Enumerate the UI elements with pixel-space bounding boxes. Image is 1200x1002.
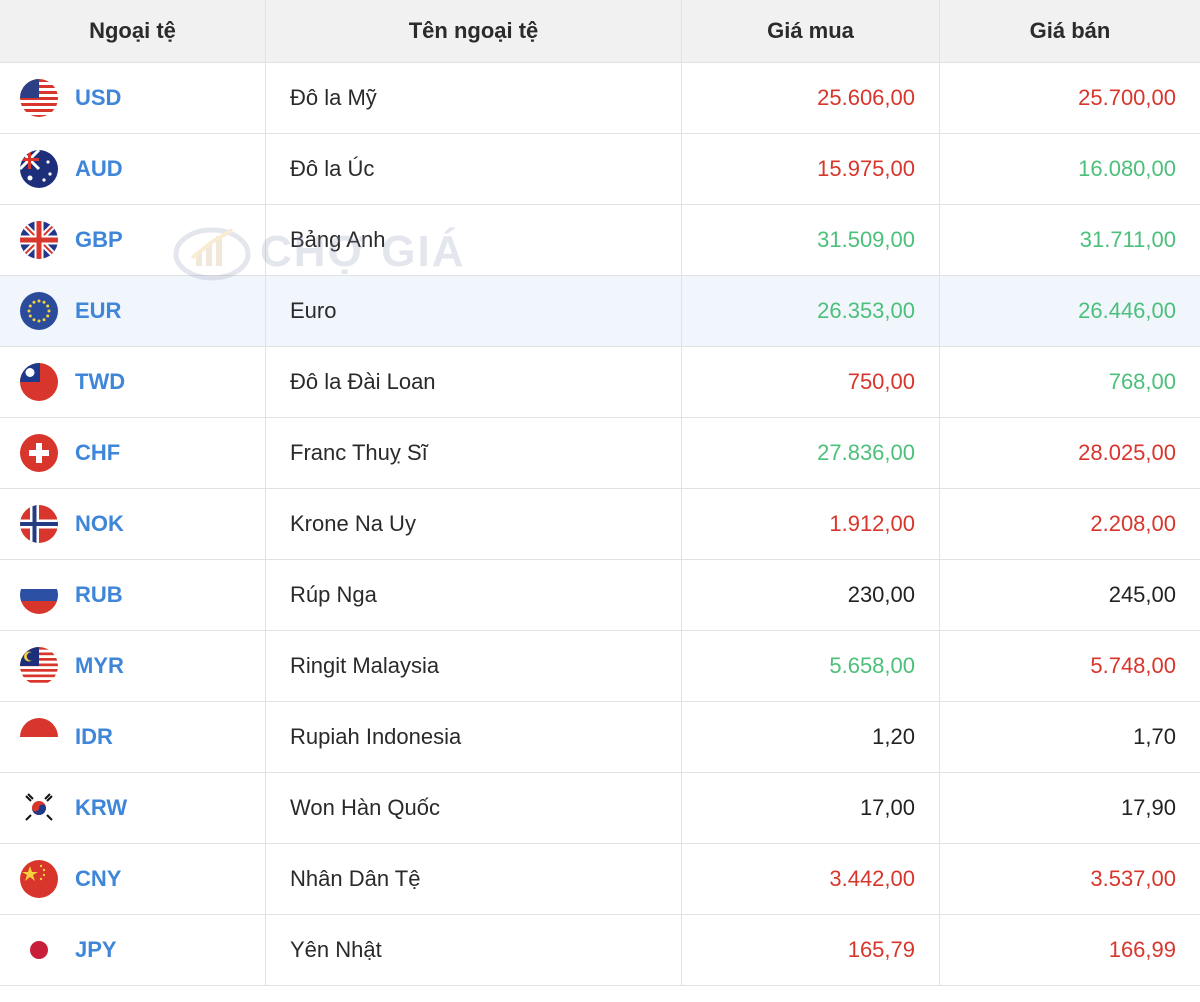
- sell-price: 245,00: [1108, 582, 1176, 607]
- table-row[interactable]: KRW Won Hàn Quốc 17,00 17,90: [0, 773, 1200, 844]
- sell-price: 31.711,00: [1079, 227, 1176, 252]
- sell-price: 28.025,00: [1078, 440, 1176, 465]
- sell-price: 5.748,00: [1090, 653, 1176, 678]
- buy-price: 5.658,00: [682, 631, 940, 701]
- id-flag-icon: [20, 718, 58, 756]
- header-currency-name[interactable]: Tên ngoại tệ: [266, 0, 682, 62]
- buy-price: 27.836,00: [682, 418, 940, 488]
- table-row[interactable]: TWD Đô la Đài Loan 750,00 768,00: [0, 347, 1200, 418]
- currency-code-cell[interactable]: CNY: [0, 844, 266, 914]
- sell-price: 25.700,00: [1078, 85, 1176, 110]
- table-row[interactable]: JPY Yên Nhật 165,79 166,99: [0, 915, 1200, 986]
- sell-price: 2.208,00: [1090, 511, 1176, 536]
- table-row[interactable]: GBP Bảng Anh 31.509,00 31.711,00: [0, 205, 1200, 276]
- currency-code-cell[interactable]: USD: [0, 63, 266, 133]
- table-row[interactable]: RUB Rúp Nga 230,00 245,00: [0, 560, 1200, 631]
- currency-name: Euro: [266, 276, 682, 346]
- sell-price: 3.537,00: [1090, 866, 1176, 891]
- table-row[interactable]: CHF Franc Thuỵ Sĩ 27.836,00 28.025,00: [0, 418, 1200, 489]
- currency-code-cell[interactable]: MYR: [0, 631, 266, 701]
- buy-price: 25.606,00: [682, 63, 940, 133]
- currency-code-cell[interactable]: IDR: [0, 702, 266, 772]
- buy-price: 15.975,00: [682, 134, 940, 204]
- us-flag-icon: [20, 79, 58, 117]
- buy-price: 26.353,00: [682, 276, 940, 346]
- header-sell-price[interactable]: Giá bán: [1029, 18, 1111, 43]
- currency-name: Đô la Đài Loan: [266, 347, 682, 417]
- kr-flag-icon: [20, 789, 58, 827]
- currency-name: Yên Nhật: [266, 915, 682, 985]
- table-row[interactable]: EUR Euro 26.353,00 26.446,00: [0, 276, 1200, 347]
- ch-flag-icon: [20, 434, 58, 472]
- table-row[interactable]: MYR Ringit Malaysia 5.658,00 5.748,00: [0, 631, 1200, 702]
- currency-code-link[interactable]: CHF: [75, 440, 121, 465]
- currency-name: Won Hàn Quốc: [266, 773, 682, 843]
- au-flag-icon: [20, 150, 58, 188]
- currency-code-cell[interactable]: EUR: [0, 276, 266, 346]
- currency-name: Ringit Malaysia: [266, 631, 682, 701]
- currency-code-link[interactable]: MYR: [75, 653, 124, 678]
- currency-code-cell[interactable]: CHF: [0, 418, 266, 488]
- currency-code-link[interactable]: EUR: [75, 298, 122, 323]
- currency-name: Nhân Dân Tệ: [266, 844, 682, 914]
- table-header: Ngoại tệ Tên ngoại tệ Giá mua Giá bán: [0, 0, 1200, 63]
- currency-code-cell[interactable]: KRW: [0, 773, 266, 843]
- buy-price: 230,00: [682, 560, 940, 630]
- table-row[interactable]: USD Đô la Mỹ 25.606,00 25.700,00: [0, 63, 1200, 134]
- buy-price: 1,20: [682, 702, 940, 772]
- currency-code-cell[interactable]: TWD: [0, 347, 266, 417]
- header-currency-code[interactable]: Ngoại tệ: [0, 0, 266, 62]
- currency-name: Rúp Nga: [266, 560, 682, 630]
- currency-code-link[interactable]: RUB: [75, 582, 123, 607]
- buy-price: 3.442,00: [682, 844, 940, 914]
- ru-flag-icon: [20, 576, 58, 614]
- currency-code-cell[interactable]: JPY: [0, 915, 266, 985]
- jp-flag-icon: [20, 931, 58, 969]
- buy-price: 750,00: [682, 347, 940, 417]
- currency-name: Rupiah Indonesia: [266, 702, 682, 772]
- my-flag-icon: [20, 647, 58, 685]
- currency-code-link[interactable]: GBP: [75, 227, 123, 252]
- sell-price: 166,99: [1108, 937, 1176, 962]
- sell-price: 17,90: [1120, 795, 1176, 820]
- table-row[interactable]: CNY Nhân Dân Tệ 3.442,00 3.537,00: [0, 844, 1200, 915]
- tw-flag-icon: [20, 363, 58, 401]
- table-row[interactable]: AUD Đô la Úc 15.975,00 16.080,00: [0, 134, 1200, 205]
- currency-name: Bảng Anh: [266, 205, 682, 275]
- currency-code-link[interactable]: KRW: [75, 795, 128, 820]
- currency-name: Franc Thuỵ Sĩ: [266, 418, 682, 488]
- cn-flag-icon: [20, 860, 58, 898]
- currency-code-link[interactable]: TWD: [75, 369, 126, 394]
- table-body: USD Đô la Mỹ 25.606,00 25.700,00 AUD Đô la Úc…: [0, 63, 1200, 986]
- buy-price: 17,00: [682, 773, 940, 843]
- eu-flag-icon: [20, 292, 58, 330]
- currency-code-link[interactable]: CNY: [75, 866, 122, 891]
- currency-code-cell[interactable]: RUB: [0, 560, 266, 630]
- currency-name: Đô la Úc: [266, 134, 682, 204]
- table-row[interactable]: IDR Rupiah Indonesia 1,20 1,70: [0, 702, 1200, 773]
- sell-price: 768,00: [1108, 369, 1176, 394]
- currency-code-link[interactable]: NOK: [75, 511, 124, 536]
- currency-code-cell[interactable]: GBP: [0, 205, 266, 275]
- currency-code-link[interactable]: USD: [75, 85, 122, 110]
- buy-price: 165,79: [682, 915, 940, 985]
- table-row[interactable]: NOK Krone Na Uy 1.912,00 2.208,00: [0, 489, 1200, 560]
- buy-price: 1.912,00: [682, 489, 940, 559]
- buy-price: 31.509,00: [682, 205, 940, 275]
- currency-code-cell[interactable]: NOK: [0, 489, 266, 559]
- currency-code-link[interactable]: IDR: [75, 724, 113, 749]
- sell-price: 26.446,00: [1078, 298, 1176, 323]
- sell-price: 1,70: [1133, 724, 1176, 749]
- currency-name: Krone Na Uy: [266, 489, 682, 559]
- header-buy-price[interactable]: Giá mua: [682, 0, 940, 62]
- currency-name: Đô la Mỹ: [266, 63, 682, 133]
- currency-code-link[interactable]: AUD: [75, 156, 123, 181]
- gb-flag-icon: [20, 221, 58, 259]
- currency-code-cell[interactable]: AUD: [0, 134, 266, 204]
- sell-price: 16.080,00: [1078, 156, 1176, 181]
- currency-code-link[interactable]: JPY: [75, 937, 117, 962]
- no-flag-icon: [20, 505, 58, 543]
